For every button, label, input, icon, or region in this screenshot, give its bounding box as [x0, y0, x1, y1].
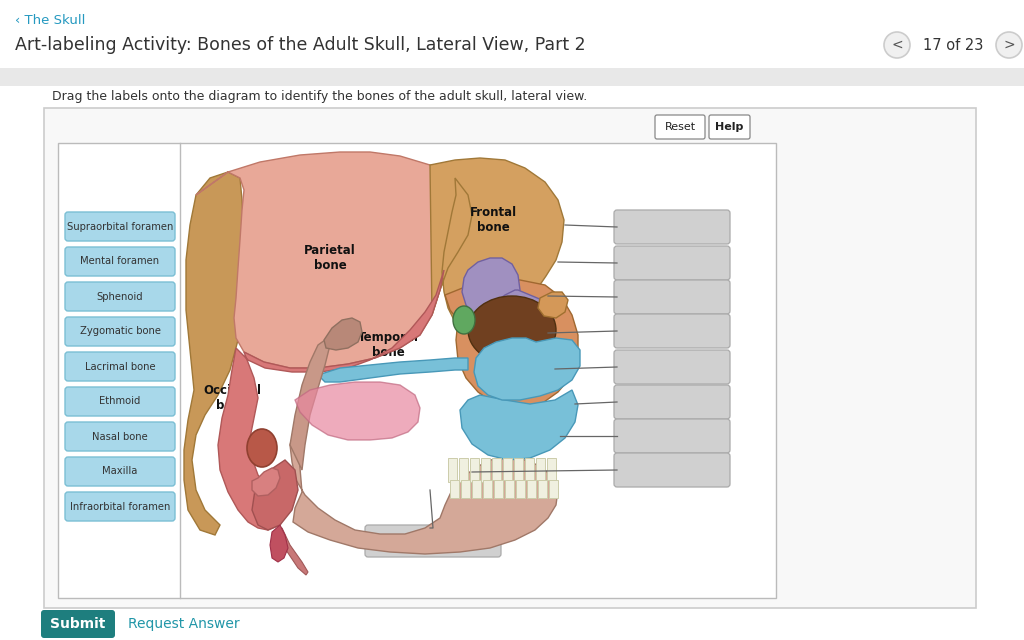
- FancyBboxPatch shape: [65, 387, 175, 416]
- Text: Frontal
bone: Frontal bone: [469, 206, 516, 234]
- Text: 17 of 23: 17 of 23: [923, 38, 983, 52]
- FancyBboxPatch shape: [614, 280, 730, 314]
- Text: >: >: [1004, 38, 1015, 52]
- FancyBboxPatch shape: [614, 314, 730, 348]
- Ellipse shape: [453, 306, 475, 334]
- Polygon shape: [184, 172, 244, 535]
- Ellipse shape: [247, 429, 278, 467]
- Text: Request Answer: Request Answer: [128, 617, 240, 631]
- FancyBboxPatch shape: [365, 525, 501, 557]
- Polygon shape: [318, 358, 468, 382]
- Bar: [472, 480, 481, 498]
- FancyBboxPatch shape: [65, 422, 175, 451]
- Bar: [516, 480, 525, 498]
- Text: Temporal
bone: Temporal bone: [357, 331, 419, 359]
- Text: Ethmoid: Ethmoid: [99, 397, 140, 406]
- Ellipse shape: [884, 32, 910, 58]
- Text: Help: Help: [716, 122, 743, 132]
- Text: Submit: Submit: [50, 617, 105, 631]
- Polygon shape: [324, 318, 362, 350]
- Polygon shape: [252, 460, 298, 530]
- Bar: [449, 458, 457, 482]
- Text: Art-labeling Activity: Bones of the Adult Skull, Lateral View, Part 2: Art-labeling Activity: Bones of the Adul…: [15, 36, 586, 54]
- Text: Lacrimal bone: Lacrimal bone: [85, 362, 156, 371]
- FancyBboxPatch shape: [614, 350, 730, 384]
- Bar: [470, 458, 479, 482]
- Bar: [527, 480, 536, 498]
- FancyBboxPatch shape: [41, 610, 115, 638]
- FancyBboxPatch shape: [65, 247, 175, 276]
- FancyBboxPatch shape: [65, 457, 175, 486]
- Text: Reset: Reset: [665, 122, 695, 132]
- Bar: [0, 68, 1024, 86]
- FancyBboxPatch shape: [614, 246, 730, 280]
- FancyBboxPatch shape: [614, 210, 730, 244]
- Polygon shape: [538, 292, 568, 318]
- Polygon shape: [474, 338, 580, 400]
- Polygon shape: [276, 528, 308, 575]
- Polygon shape: [270, 525, 288, 562]
- Polygon shape: [252, 468, 280, 496]
- Text: Maxilla: Maxilla: [102, 467, 137, 477]
- Bar: [505, 480, 514, 498]
- FancyBboxPatch shape: [655, 115, 705, 139]
- FancyBboxPatch shape: [614, 453, 730, 487]
- Bar: [549, 480, 558, 498]
- FancyBboxPatch shape: [614, 385, 730, 419]
- Text: ‹ The Skull: ‹ The Skull: [15, 14, 85, 27]
- Bar: [459, 458, 468, 482]
- Text: <: <: [891, 38, 903, 52]
- Text: Supraorbital foramen: Supraorbital foramen: [67, 221, 173, 232]
- Ellipse shape: [996, 32, 1022, 58]
- Text: Occipital
bone: Occipital bone: [203, 384, 261, 412]
- FancyBboxPatch shape: [65, 282, 175, 311]
- Text: Sphenoid: Sphenoid: [96, 291, 143, 301]
- Polygon shape: [290, 340, 330, 470]
- Polygon shape: [462, 258, 520, 320]
- Bar: [450, 480, 459, 498]
- Text: Mental foramen: Mental foramen: [81, 257, 160, 266]
- Bar: [461, 480, 470, 498]
- Bar: [538, 480, 547, 498]
- Bar: [494, 480, 503, 498]
- Polygon shape: [295, 382, 420, 440]
- FancyBboxPatch shape: [65, 492, 175, 521]
- Ellipse shape: [468, 296, 556, 364]
- Polygon shape: [196, 152, 472, 368]
- Text: Infraorbital foramen: Infraorbital foramen: [70, 502, 170, 511]
- Text: Drag the labels onto the diagram to identify the bones of the adult skull, later: Drag the labels onto the diagram to iden…: [52, 90, 587, 103]
- Text: Zygomatic bone: Zygomatic bone: [80, 326, 161, 337]
- Text: Mandible: Mandible: [452, 488, 512, 502]
- Bar: [525, 458, 534, 480]
- FancyBboxPatch shape: [44, 108, 976, 608]
- FancyBboxPatch shape: [709, 115, 750, 139]
- Bar: [492, 458, 501, 480]
- Bar: [547, 458, 556, 480]
- Bar: [514, 458, 523, 480]
- Bar: [481, 458, 490, 482]
- Polygon shape: [290, 432, 558, 554]
- Bar: [483, 480, 492, 498]
- Polygon shape: [430, 158, 564, 340]
- FancyBboxPatch shape: [58, 143, 776, 598]
- FancyBboxPatch shape: [65, 212, 175, 241]
- Polygon shape: [460, 390, 578, 460]
- Polygon shape: [445, 280, 578, 408]
- Text: Nasal bone: Nasal bone: [92, 431, 147, 442]
- Bar: [503, 458, 512, 480]
- FancyBboxPatch shape: [614, 419, 730, 453]
- FancyBboxPatch shape: [65, 317, 175, 346]
- Polygon shape: [492, 290, 554, 344]
- FancyBboxPatch shape: [65, 352, 175, 381]
- Text: Parietal
bone: Parietal bone: [304, 244, 356, 272]
- Polygon shape: [218, 270, 444, 530]
- Bar: [536, 458, 545, 480]
